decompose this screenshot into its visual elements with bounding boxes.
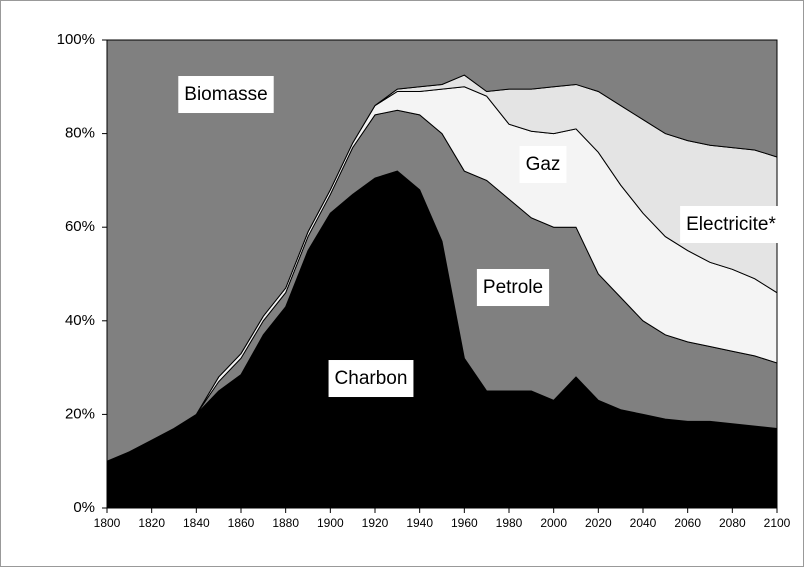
label-box — [328, 360, 414, 398]
x-tick-label: 1960 — [451, 516, 478, 530]
series-label: Biomasse — [184, 84, 267, 105]
label-box — [476, 269, 550, 307]
x-tick-label: 1920 — [362, 516, 389, 530]
y-tick-label: 40% — [65, 312, 95, 329]
x-tick-label: 1880 — [272, 516, 299, 530]
x-tick-label: 2080 — [719, 516, 746, 530]
y-tick-label: 60% — [65, 218, 95, 235]
x-tick-label: 2020 — [585, 516, 612, 530]
series-label: Electricite* — [686, 214, 776, 235]
x-tick-label: 1980 — [496, 516, 523, 530]
y-tick-label: 80% — [65, 125, 95, 142]
series-label: Charbon — [335, 368, 408, 389]
y-tick-label: 20% — [65, 405, 95, 422]
label-box — [680, 206, 783, 244]
plot-border — [106, 39, 778, 509]
label-box — [519, 146, 567, 184]
label-box — [178, 76, 274, 114]
x-tick-label: 2100 — [764, 516, 791, 530]
x-tick-label: 1900 — [317, 516, 344, 530]
x-tick-label: 1940 — [406, 516, 433, 530]
x-tick-label: 1840 — [183, 516, 210, 530]
x-tick-label: 1820 — [138, 516, 165, 530]
x-tick-label: 1860 — [228, 516, 255, 530]
series-label: Gaz — [526, 154, 561, 175]
y-tick-label: 0% — [73, 499, 95, 516]
x-tick-label: 2040 — [630, 516, 657, 530]
y-tick-label: 100% — [57, 31, 95, 48]
x-tick-label: 2060 — [674, 516, 701, 530]
x-tick-label: 1800 — [94, 516, 121, 530]
x-tick-label: 2000 — [540, 516, 567, 530]
series-label: Petrole — [483, 277, 543, 298]
